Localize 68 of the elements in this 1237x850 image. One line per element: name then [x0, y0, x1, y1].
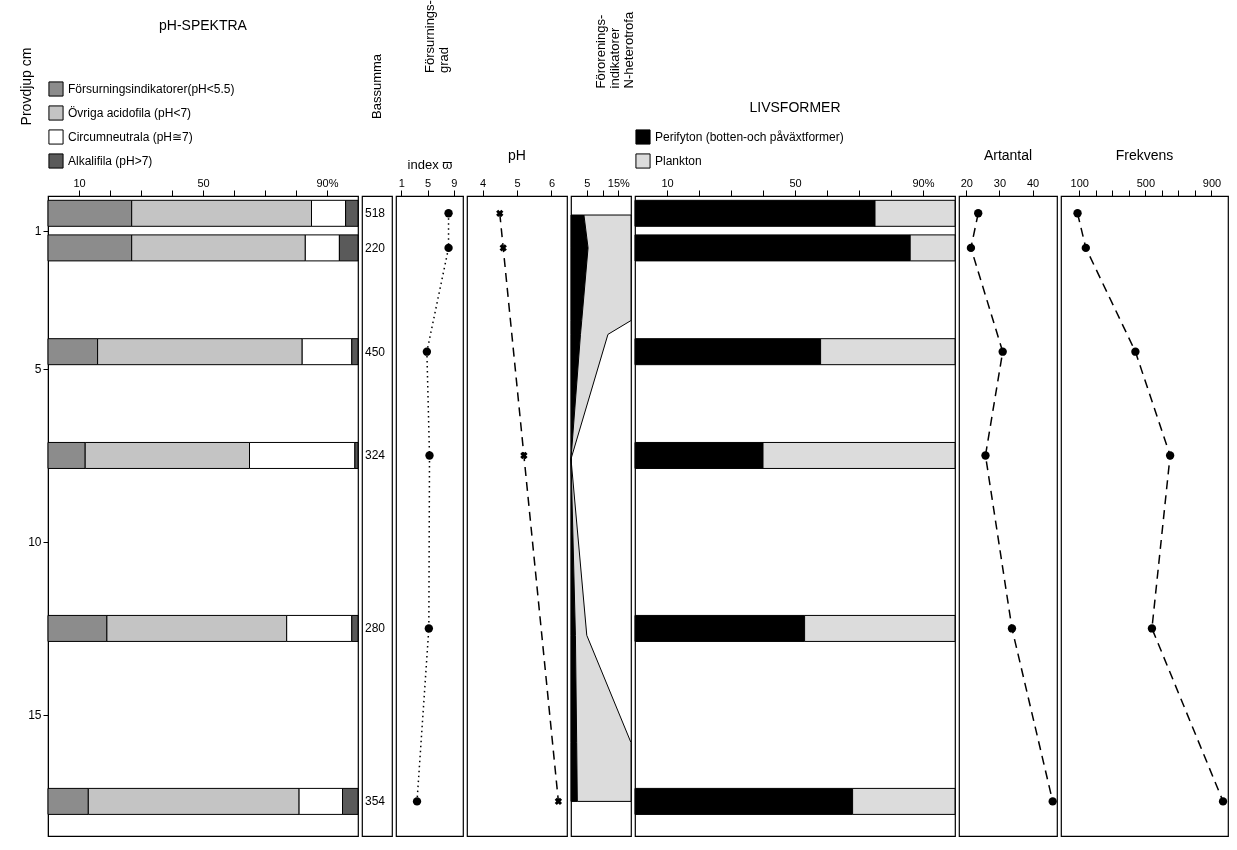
x-tick-label: 40	[1026, 176, 1040, 189]
chart-title: LIVSFORMER	[749, 99, 841, 115]
point	[412, 797, 422, 806]
x-tick-label: 10	[661, 176, 674, 189]
y-tick-label: 1	[34, 224, 42, 239]
x-tick-label: 1	[398, 176, 405, 189]
point	[422, 347, 432, 356]
x-axis-title: index ϖ	[407, 156, 453, 172]
text: 518	[365, 206, 386, 221]
x-tick-label: 900	[1202, 176, 1222, 189]
x-tick-label: 4	[479, 176, 487, 189]
point	[425, 451, 434, 460]
legend-label: Försurningsindikatorer(pH<5.5)	[68, 82, 235, 96]
text: 324	[365, 448, 386, 463]
x-tick-label: 500	[1136, 176, 1156, 189]
legend-label: Perifyton (botten-och påväxtformer)	[655, 130, 844, 144]
point	[966, 243, 976, 253]
legend-label: Alkalifila (pH>7)	[68, 154, 153, 168]
point	[444, 209, 453, 218]
x-tick-label: 20	[960, 176, 973, 189]
y-axis-title: Provdjup cm	[17, 47, 34, 126]
point	[998, 347, 1007, 356]
y-tick-label: 15	[28, 708, 42, 723]
legend-label: Plankton	[655, 154, 702, 168]
y-tick-label: 5	[34, 362, 42, 377]
point	[496, 209, 504, 217]
point	[1073, 209, 1082, 218]
x-tick-label: 100	[1070, 176, 1089, 189]
point	[499, 244, 507, 252]
legend-label: Övriga acidofila (pH<7)	[68, 106, 192, 120]
point	[1165, 451, 1175, 460]
chart-title: Försurnings- grad	[421, 0, 451, 74]
x-tick-label: 50	[197, 176, 210, 189]
text: 450	[365, 344, 386, 359]
x-tick-label: 5	[424, 176, 432, 189]
point	[974, 209, 983, 218]
text: 220	[365, 240, 386, 255]
point	[981, 451, 990, 460]
point	[1147, 624, 1157, 633]
legend-label: Circumneutrala (pH≅7)	[68, 130, 193, 144]
text: 280	[365, 621, 386, 636]
x-tick-label: 6	[548, 176, 556, 189]
chart-title: pH-SPEKTRA	[159, 17, 248, 34]
text: Bassumma	[369, 53, 384, 119]
point	[424, 624, 434, 633]
point	[1007, 624, 1017, 633]
x-tick-label: 15%	[607, 176, 631, 189]
chart-title: pH	[508, 147, 526, 163]
chart-title: Förorenings- indikatorer N-heterotrofa	[593, 11, 636, 89]
x-tick-label: 5	[514, 176, 521, 189]
x-tick-label: 90%	[912, 176, 935, 189]
point	[520, 451, 528, 460]
x-tick-label: 50	[789, 176, 802, 189]
chart-title: Frekvens	[1115, 147, 1174, 163]
point	[1131, 347, 1140, 356]
y-tick-label: 10	[28, 535, 42, 550]
point	[1218, 797, 1228, 806]
x-tick-label: 9	[451, 176, 458, 189]
x-tick-label: 90%	[316, 176, 339, 189]
point	[1081, 243, 1090, 253]
point	[1048, 797, 1057, 806]
chart-title: Artantal	[983, 147, 1033, 163]
x-tick-label: 10	[73, 176, 86, 189]
point	[444, 243, 453, 253]
point	[554, 797, 563, 806]
text: 354	[365, 794, 386, 809]
x-tick-label: 30	[993, 176, 1007, 189]
x-tick-label: 5	[584, 176, 591, 189]
